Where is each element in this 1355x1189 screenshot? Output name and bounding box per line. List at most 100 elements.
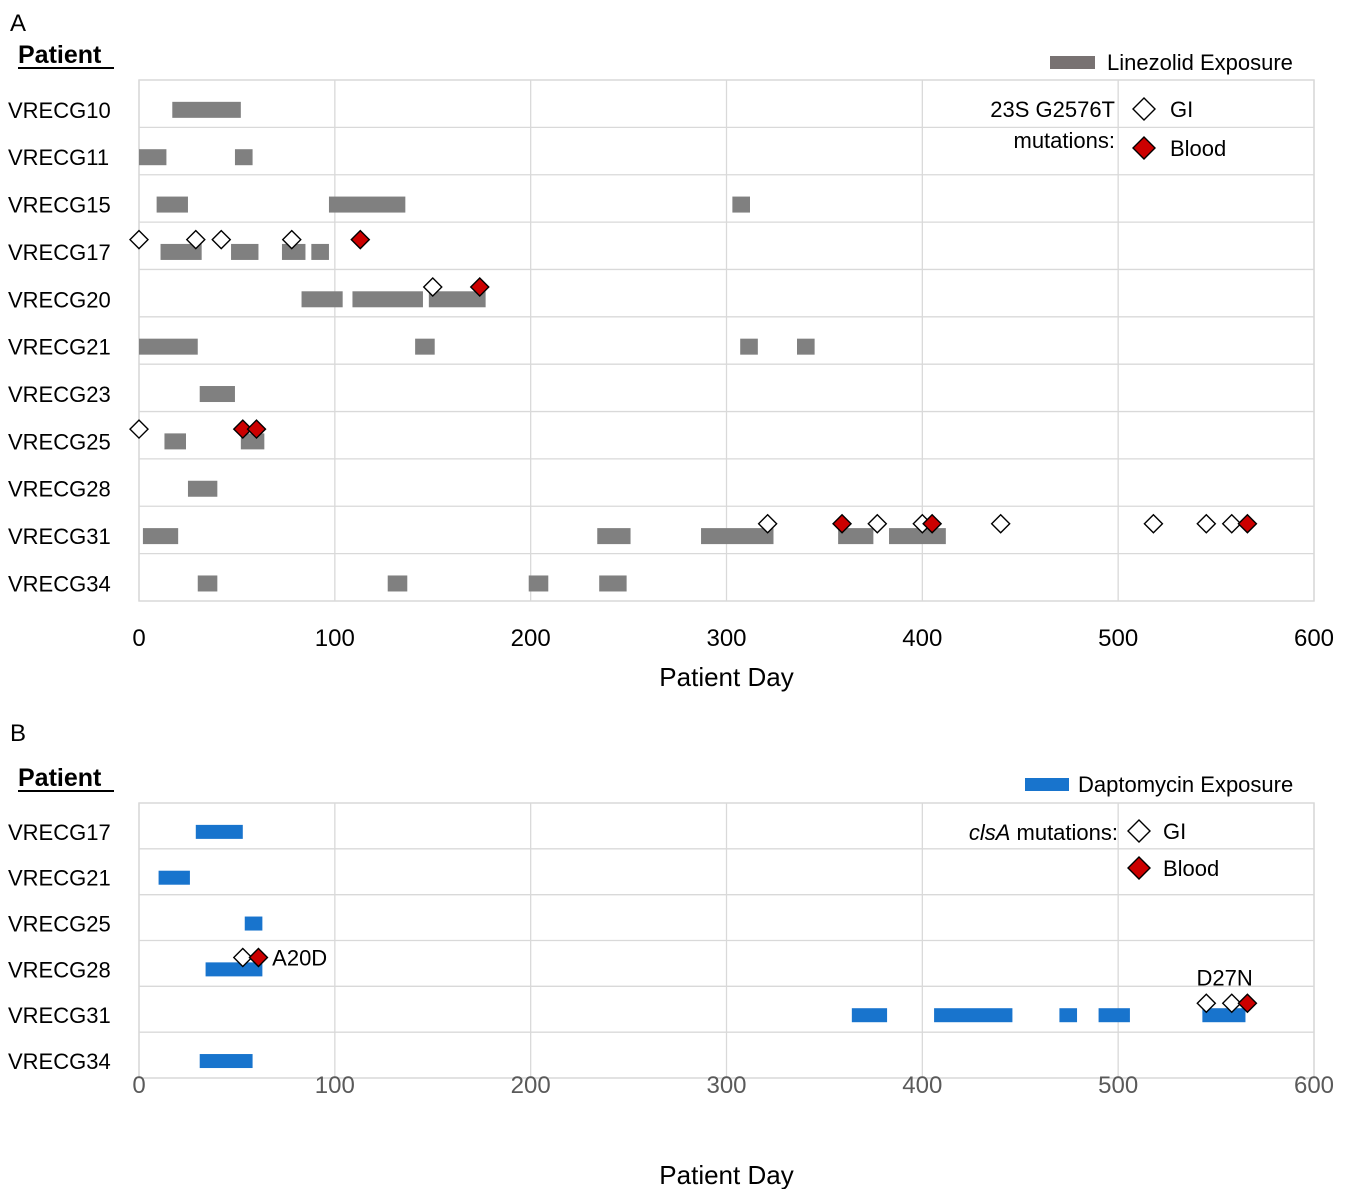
- exposure-bar: [328, 196, 406, 213]
- row-vrecg11: VRECG11: [8, 145, 253, 170]
- exposure-bar: [199, 386, 235, 403]
- legend-exposure-label: Daptomycin Exposure: [1078, 772, 1293, 797]
- exposure-bar: [240, 433, 265, 450]
- gi-mutation-marker: [1143, 513, 1164, 534]
- blood-mutation-marker: [248, 947, 269, 968]
- gi-mutation-marker: [232, 947, 253, 968]
- gi-mutation-marker: [1221, 993, 1242, 1014]
- exposure-bar: [197, 575, 218, 592]
- exposure-bar: [311, 243, 329, 260]
- patient-label: VRECG34: [8, 1049, 111, 1074]
- exposure-bar: [387, 575, 408, 592]
- legend: Daptomycin Exposure clsA mutations: GI Bloo…: [969, 772, 1293, 881]
- x-tick-label: 200: [511, 625, 551, 652]
- gi-mutation-marker: [422, 276, 443, 297]
- exposure-bar: [234, 149, 253, 166]
- exposure-bar: [889, 528, 946, 545]
- x-tick-label: 500: [1098, 625, 1138, 652]
- row-vrecg10: VRECG10: [8, 98, 241, 123]
- x-tick-label: 300: [706, 625, 746, 652]
- exposure-bar: [164, 433, 186, 450]
- panel-a: A Patient 0 100 200 300 400 500 600 Patient Day VR…: [8, 10, 1334, 692]
- patient-label: VRECG20: [8, 287, 111, 312]
- legend-blood-diamond: [1127, 856, 1151, 880]
- row-vrecg31: VRECG31 D27N: [8, 965, 1258, 1028]
- exposure-bar: [732, 196, 750, 213]
- legend-mutation-suffix: mutations:: [1010, 820, 1118, 845]
- exposure-bar: [195, 824, 243, 839]
- gi-mutation-marker: [281, 229, 302, 250]
- row-vrecg31: VRECG31: [8, 513, 1258, 549]
- exposure-bar: [142, 528, 179, 545]
- legend-mutation-title: mutations:: [1014, 128, 1116, 153]
- row-header: Patient: [18, 764, 102, 792]
- exposure-bar: [740, 338, 758, 355]
- gi-mutation-marker: [757, 513, 778, 534]
- gi-mutation-marker: [185, 229, 206, 250]
- row-header: Patient: [18, 41, 102, 69]
- row-vrecg28: VRECG28 A20D: [8, 945, 327, 982]
- blood-mutation-marker: [832, 513, 853, 534]
- exposure-bar: [1098, 1008, 1130, 1023]
- x-axis-label: Patient Day: [659, 662, 793, 692]
- blood-mutation-marker: [232, 419, 253, 440]
- patient-label: VRECG28: [8, 957, 111, 982]
- legend-exposure-swatch: [1025, 778, 1069, 791]
- legend-exposure-swatch: [1050, 56, 1095, 69]
- gi-mutation-marker: [867, 513, 888, 534]
- x-tick-label: 0: [132, 1072, 145, 1099]
- x-tick-label: 400: [902, 1072, 942, 1099]
- exposure-bar: [281, 243, 306, 260]
- exposure-bar: [352, 291, 423, 308]
- legend-exposure-label: Linezolid Exposure: [1107, 50, 1293, 75]
- row-vrecg21: VRECG21: [8, 866, 190, 891]
- blood-mutation-marker: [246, 419, 267, 440]
- exposure-bar: [160, 243, 202, 260]
- exposure-bar: [934, 1008, 1013, 1023]
- gi-mutation-marker: [211, 229, 232, 250]
- x-tick-label: 500: [1098, 1072, 1138, 1099]
- blood-mutation-marker: [922, 513, 943, 534]
- blood-mutation-marker: [350, 229, 371, 250]
- patient-label: VRECG31: [8, 524, 111, 549]
- exposure-bar: [528, 575, 549, 592]
- row-vrecg17: VRECG17: [8, 820, 243, 845]
- exposure-bar: [172, 101, 241, 118]
- patient-label: VRECG17: [8, 820, 111, 845]
- legend-mutation-title: clsA mutations:: [969, 820, 1118, 845]
- legend-gi-diamond: [1127, 819, 1151, 843]
- exposure-bar: [428, 291, 486, 308]
- panel-letter: B: [10, 720, 26, 747]
- patient-label: VRECG31: [8, 1003, 111, 1028]
- legend-gi-label: GI: [1163, 819, 1186, 844]
- patient-label: VRECG21: [8, 335, 111, 360]
- gridlines: [138, 803, 1315, 1078]
- exposure-bar: [599, 575, 627, 592]
- legend-gi-label: GI: [1170, 97, 1193, 122]
- row-vrecg21: VRECG21: [8, 335, 815, 360]
- gridlines: [138, 80, 1315, 601]
- legend: Linezolid Exposure 23S G2576T mutations: GI…: [990, 50, 1293, 161]
- exposure-bar: [244, 916, 263, 931]
- mutation-annotation: D27N: [1197, 965, 1253, 990]
- exposure-bar: [158, 870, 190, 885]
- row-vrecg34: VRECG34: [8, 571, 627, 596]
- exposure-bar: [156, 196, 188, 213]
- gi-mutation-marker: [1196, 513, 1217, 534]
- row-vrecg25: VRECG25: [8, 912, 263, 937]
- exposure-bar: [205, 962, 263, 977]
- gi-mutation-marker: [129, 419, 149, 440]
- x-tick-label: 200: [511, 1072, 551, 1099]
- row-vrecg28: VRECG28: [8, 477, 218, 502]
- patient-label: VRECG21: [8, 866, 111, 891]
- exposure-bar: [851, 1008, 888, 1023]
- exposure-bar: [597, 528, 631, 545]
- x-tick-label: 300: [706, 1072, 746, 1099]
- exposure-bar: [701, 528, 774, 545]
- x-tick-label: 100: [315, 1072, 355, 1099]
- panel-letter: A: [10, 10, 26, 37]
- legend-blood-label: Blood: [1163, 856, 1219, 881]
- gi-mutation-marker: [1196, 993, 1217, 1014]
- legend-gene-name: clsA: [969, 820, 1011, 845]
- exposure-bar: [301, 291, 343, 308]
